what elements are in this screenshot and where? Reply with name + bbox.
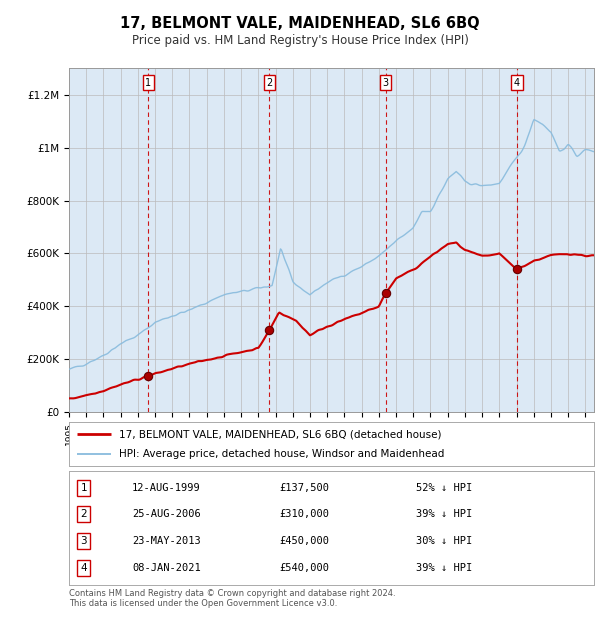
Text: Price paid vs. HM Land Registry's House Price Index (HPI): Price paid vs. HM Land Registry's House … [131, 34, 469, 47]
Text: £540,000: £540,000 [279, 562, 329, 573]
Text: 1: 1 [80, 482, 87, 493]
Text: 4: 4 [514, 78, 520, 88]
Text: 4: 4 [80, 562, 87, 573]
Text: 17, BELMONT VALE, MAIDENHEAD, SL6 6BQ: 17, BELMONT VALE, MAIDENHEAD, SL6 6BQ [120, 16, 480, 30]
Text: 2: 2 [266, 78, 272, 88]
Text: 2: 2 [80, 509, 87, 520]
Text: 17, BELMONT VALE, MAIDENHEAD, SL6 6BQ (detached house): 17, BELMONT VALE, MAIDENHEAD, SL6 6BQ (d… [119, 429, 442, 439]
Text: 30% ↓ HPI: 30% ↓ HPI [415, 536, 472, 546]
Text: £310,000: £310,000 [279, 509, 329, 520]
Text: 1: 1 [145, 78, 152, 88]
Text: HPI: Average price, detached house, Windsor and Maidenhead: HPI: Average price, detached house, Wind… [119, 449, 444, 459]
Text: £137,500: £137,500 [279, 482, 329, 493]
Text: 23-MAY-2013: 23-MAY-2013 [132, 536, 201, 546]
Text: 25-AUG-2006: 25-AUG-2006 [132, 509, 201, 520]
Text: £450,000: £450,000 [279, 536, 329, 546]
Text: Contains HM Land Registry data © Crown copyright and database right 2024.
This d: Contains HM Land Registry data © Crown c… [69, 589, 395, 608]
Text: 52% ↓ HPI: 52% ↓ HPI [415, 482, 472, 493]
Text: 3: 3 [383, 78, 389, 88]
Text: 12-AUG-1999: 12-AUG-1999 [132, 482, 201, 493]
Text: 39% ↓ HPI: 39% ↓ HPI [415, 562, 472, 573]
Text: 3: 3 [80, 536, 87, 546]
Text: 39% ↓ HPI: 39% ↓ HPI [415, 509, 472, 520]
Text: 08-JAN-2021: 08-JAN-2021 [132, 562, 201, 573]
